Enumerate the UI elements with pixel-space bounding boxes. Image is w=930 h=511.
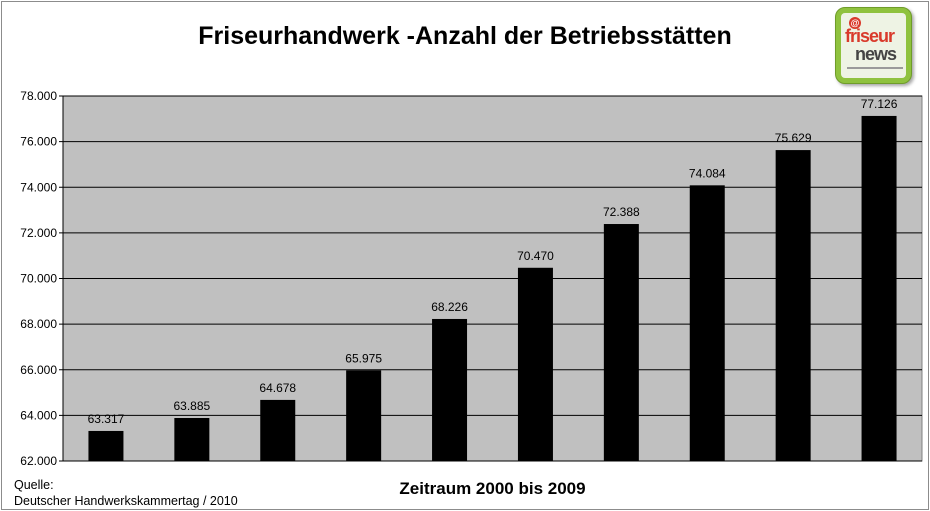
data-label: 74.084 — [689, 166, 726, 180]
chart-title: Friseurhandwerk -Anzahl der Betriebsstät… — [198, 22, 732, 50]
y-tick-label: 66.000 — [20, 363, 57, 377]
y-tick-label: 62.000 — [20, 454, 57, 468]
logo-word-bottom: news — [855, 44, 897, 64]
data-labels: 63.317 63.885 64.678 65.975 68.226 70.470 72.3… — [88, 97, 898, 426]
data-label: 64.678 — [259, 381, 296, 395]
logo-tagline-line — [847, 67, 903, 69]
data-label: 63.317 — [88, 412, 125, 426]
y-tick-label: 78.000 — [20, 89, 57, 103]
data-label: 72.388 — [603, 205, 640, 219]
bar — [174, 417, 210, 461]
bar — [603, 224, 639, 461]
y-tick-label: 72.000 — [20, 226, 57, 240]
data-label: 70.470 — [517, 249, 554, 263]
logo-at-icon: @ — [849, 17, 861, 29]
y-tick-label: 68.000 — [20, 317, 57, 331]
x-axis-label: Zeitraum 2000 bis 2009 — [399, 479, 586, 498]
logo-word-top: friseur — [845, 26, 895, 46]
friseur-news-logo: @ friseur news — [835, 7, 912, 84]
y-tick-label: 76.000 — [20, 135, 57, 149]
bar — [346, 370, 382, 461]
y-tick-label: 74.000 — [20, 180, 57, 194]
bar — [88, 430, 124, 461]
y-tick-label: 70.000 — [20, 272, 57, 286]
data-label: 77.126 — [861, 97, 898, 111]
bar — [689, 185, 725, 462]
bar — [775, 150, 811, 461]
source-label: Quelle: — [14, 478, 54, 492]
source-text: Deutscher Handwerkskammertag / 2010 — [14, 494, 238, 508]
data-label: 75.629 — [775, 131, 812, 145]
bar — [861, 115, 897, 462]
data-label: 65.975 — [345, 351, 382, 365]
data-label: 63.885 — [173, 399, 210, 413]
bar — [432, 318, 468, 461]
y-axis: 62.000 64.000 66.000 68.000 70.000 72.000 74.0… — [20, 89, 63, 468]
y-tick-label: 64.000 — [20, 408, 57, 422]
data-label: 68.226 — [431, 300, 468, 314]
logo-panel: @ friseur news — [841, 13, 906, 78]
bar — [260, 399, 296, 461]
bars — [88, 115, 897, 462]
bar — [517, 267, 553, 461]
